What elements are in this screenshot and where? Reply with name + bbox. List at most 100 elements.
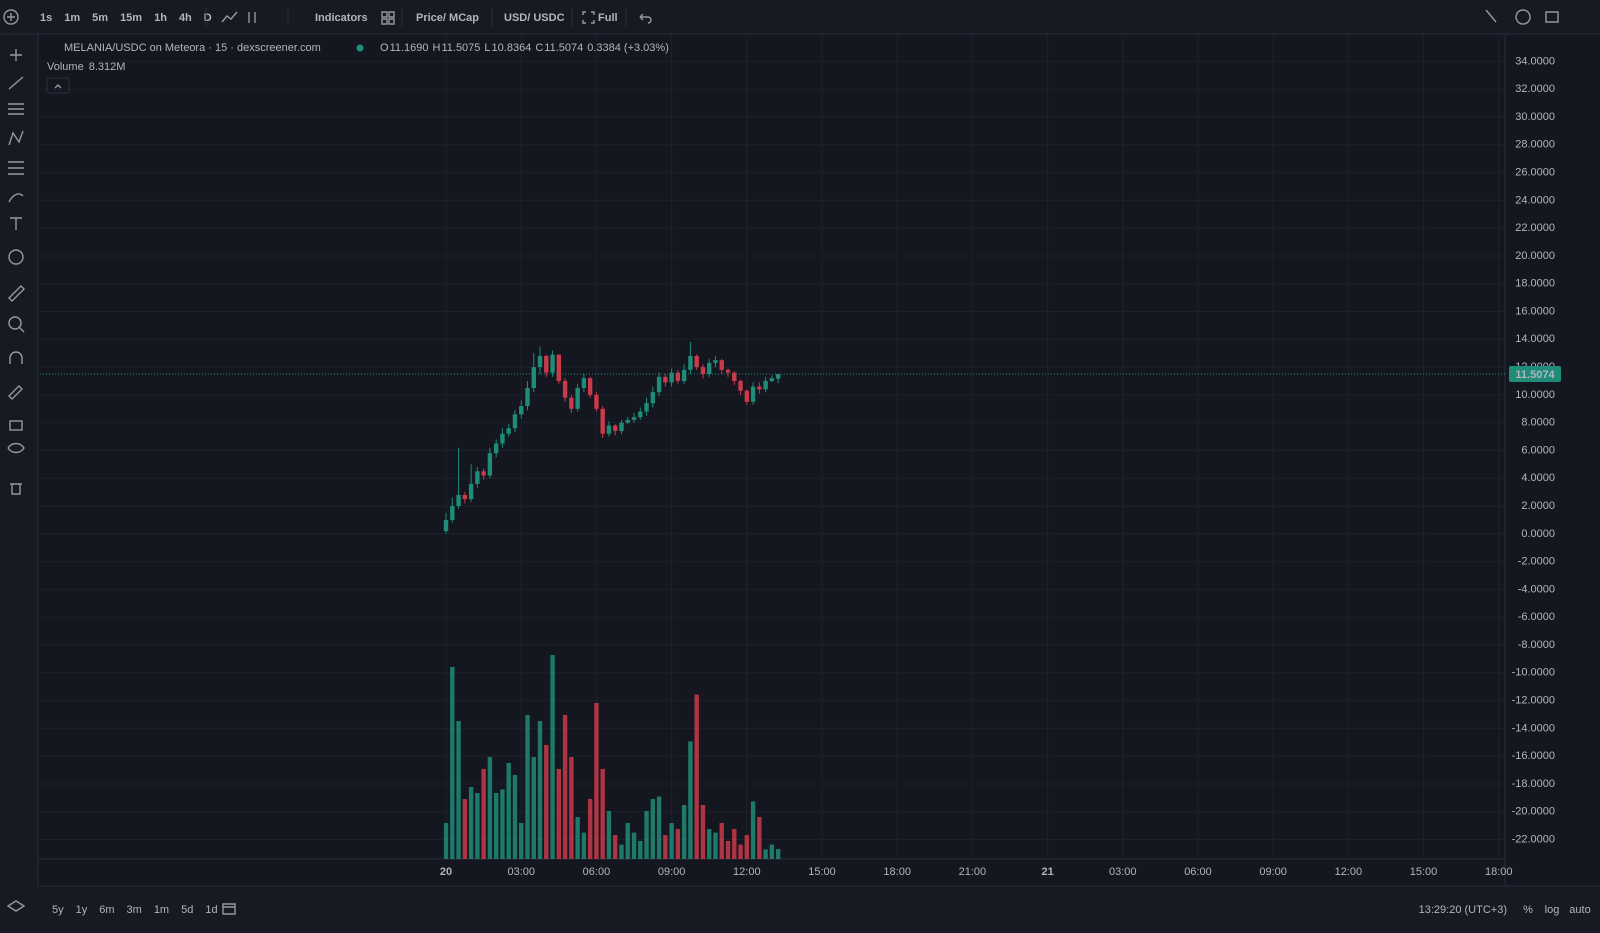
volume-bar [663,835,668,859]
candle-body [606,425,612,434]
candle-body [475,471,480,484]
timeframe-button[interactable]: 1s [40,12,52,24]
volume-bar [688,741,693,859]
range-button[interactable]: 1y [76,904,88,916]
x-tick-label: 06:00 [1184,866,1212,878]
volume-bar [506,763,511,859]
candle-body [650,392,656,404]
x-tick-label: 06:00 [583,866,611,878]
x-tick-label: 03:00 [1109,866,1137,878]
chart-type-icon[interactable] [221,11,238,23]
y-tick-label: -20.0000 [1512,806,1555,818]
volume-bar [581,832,587,859]
candle-body [443,519,449,532]
candle-body [631,417,637,420]
range-button[interactable]: 5y [52,904,64,916]
candle-body [481,471,486,476]
candle-body [763,380,768,390]
collapse-icon[interactable] [54,84,62,89]
timeframe-button[interactable]: 1h [154,12,167,24]
candle-icon[interactable] [248,12,256,23]
percent-button[interactable]: % [1523,904,1533,916]
range-button[interactable]: 6m [99,904,114,916]
y-tick-label: 34.0000 [1515,55,1555,67]
volume-bar [700,805,706,859]
range-button[interactable]: 5d [181,904,193,916]
candle-body [493,443,499,454]
candle-body [681,369,687,381]
clock: 13:29:20 (UTC+3) [1419,904,1507,916]
volume-bar [719,823,724,859]
candle-body [544,355,549,373]
volume-bar [487,757,493,859]
ohlc-label: L [484,42,490,54]
mcap-toggle[interactable]: / MCap [443,12,479,24]
y-tick-label: 32.0000 [1515,83,1555,95]
candle-body [719,360,724,370]
y-tick-label: 26.0000 [1515,166,1555,178]
volume-bar [769,844,775,859]
candle-body [525,387,530,407]
candle-body [512,414,518,429]
volume-bar [500,789,505,859]
timeframe-button[interactable]: D [204,12,212,24]
candle-body [450,506,455,520]
usd-toggle[interactable]: USD [504,12,527,24]
y-tick-label: -12.0000 [1512,694,1555,706]
x-tick-label: 15:00 [808,866,836,878]
volume-bar [512,775,518,859]
range-button[interactable]: 1d [205,904,217,916]
log-button[interactable]: log [1545,904,1560,916]
x-tick-label: 18:00 [1485,866,1513,878]
candle-body [725,369,731,373]
full-icon[interactable] [582,11,595,24]
candle-body [500,433,505,444]
candle-body [638,411,643,418]
full-button[interactable]: Full [598,12,618,24]
layout-icon[interactable] [381,11,395,25]
candle-body [587,378,593,395]
volume-bar [556,769,562,859]
volume-bar [462,799,468,859]
y-tick-label: 4.0000 [1521,472,1555,484]
y-tick-label: 16.0000 [1515,305,1555,317]
x-tick-label: 21 [1041,866,1053,878]
volume-bar [725,841,731,859]
range-button[interactable]: 3m [127,904,142,916]
calendar-icon[interactable] [222,903,236,915]
candle-body [644,403,649,412]
volume-bar [531,757,536,859]
volume-bar [650,799,656,859]
settings-icons[interactable] [1485,9,1559,25]
y-tick-label: 18.0000 [1515,278,1555,290]
price-toggle[interactable]: Price [416,12,443,24]
candle-body [613,425,618,432]
range-button[interactable]: 1m [154,904,169,916]
candle-body [462,494,468,500]
volume-bar [594,703,599,859]
usdc-toggle[interactable]: / USDC [527,12,564,24]
ohlc-value: 10.8364 [492,42,532,54]
candle-body [669,372,674,383]
timeframe-button[interactable]: 15m [120,12,142,24]
volume-bar [681,805,687,859]
candle-body [700,367,706,375]
candle-body [537,355,543,368]
auto-button[interactable]: auto [1569,904,1590,916]
y-tick-label: -4.0000 [1518,583,1555,595]
y-tick-label: -18.0000 [1512,778,1555,790]
indicators-button[interactable]: Indicators [315,12,368,24]
tool-icons[interactable] [3,9,26,912]
collapse-button[interactable] [46,77,70,94]
y-tick-label: -6.0000 [1518,611,1555,623]
volume-bar [468,787,474,859]
candle-body [688,355,693,370]
timeframe-button[interactable]: 1m [64,12,80,24]
timeframe-button[interactable]: 4h [179,12,192,24]
undo-icon[interactable] [639,13,652,24]
y-tick-label: -22.0000 [1512,833,1555,845]
volume-bar [644,811,649,859]
timeframe-button[interactable]: 5m [92,12,108,24]
